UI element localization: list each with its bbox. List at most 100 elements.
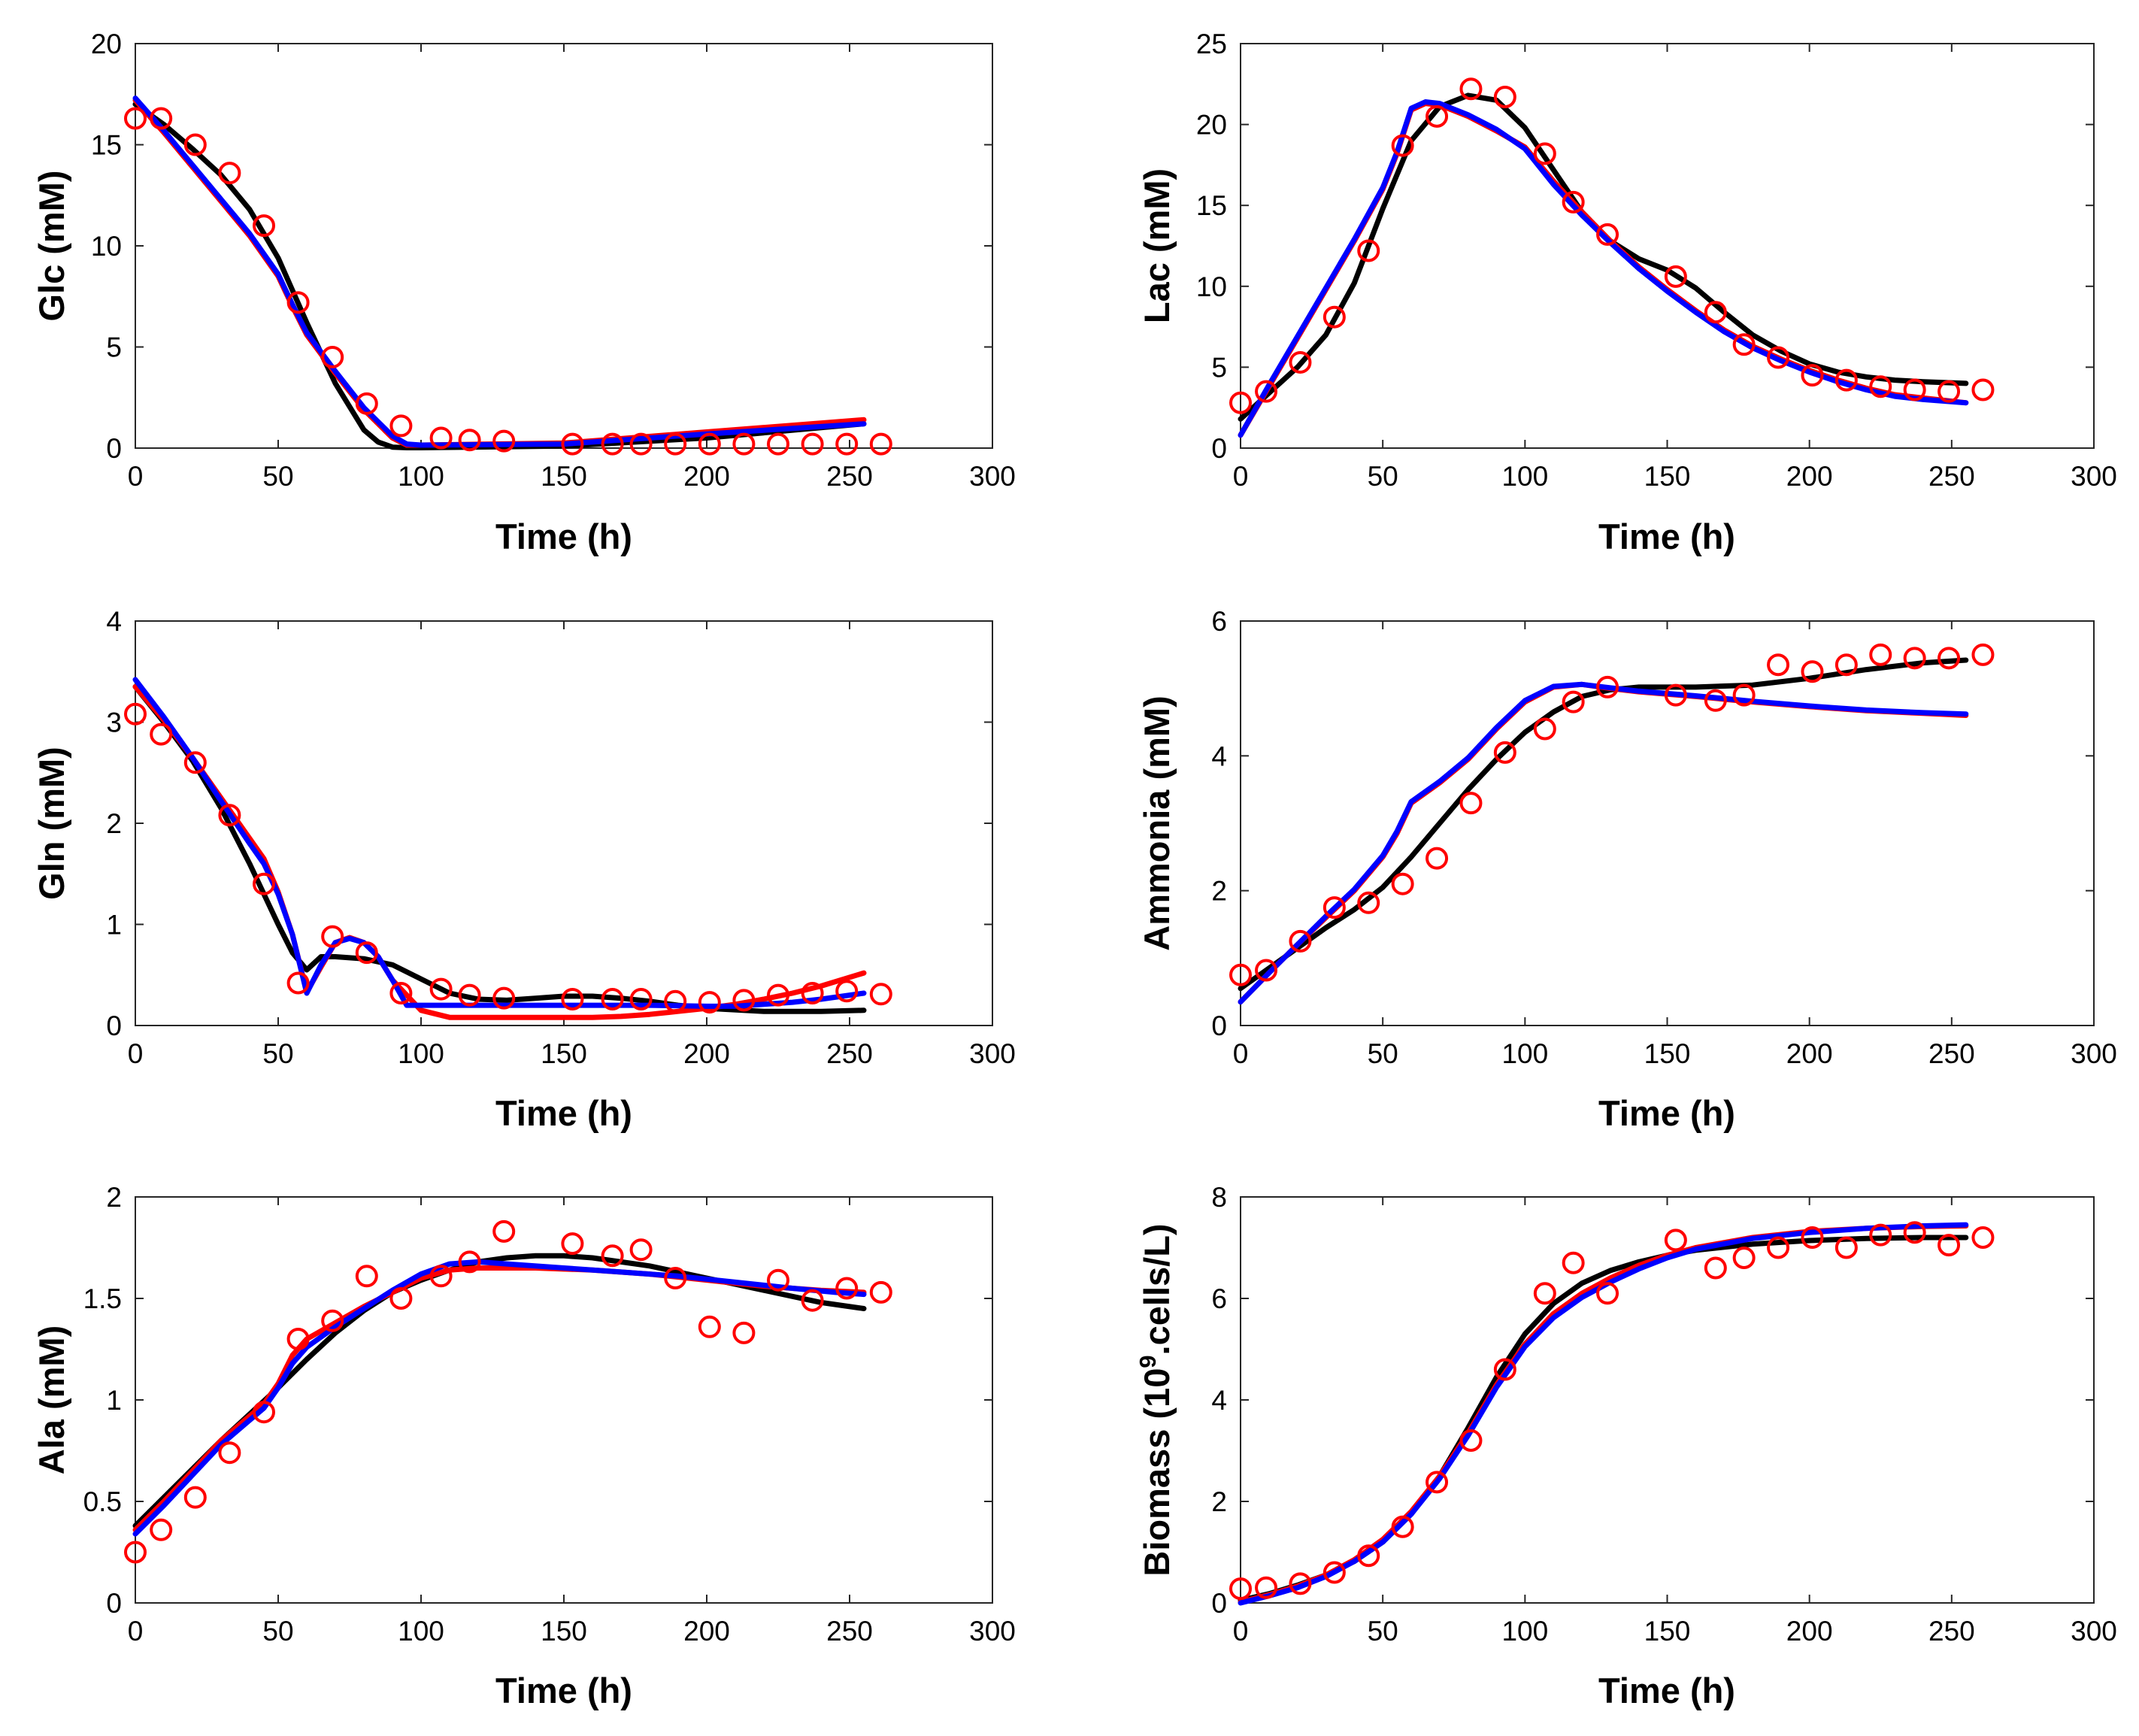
ammonia-data-marker [1596,675,1619,698]
glc-ytick-label: 5 [106,332,122,363]
ala-data-marker [253,1401,275,1424]
ylabel-biomass: Biomass (109.cells/L) [1135,1223,1177,1576]
biomass-data-marker [1533,1282,1556,1305]
lac-data-marker [1835,368,1858,392]
glc-xtick-label: 200 [683,461,730,492]
lac-data-marker [1425,105,1449,128]
biomass-xtick-label: 150 [1644,1616,1691,1647]
xlabel-gln: Time (h) [495,1093,632,1133]
lac-data-marker [1767,346,1790,369]
lac-data-marker [1255,380,1278,403]
glc-ytick-label: 0 [106,433,122,464]
ala-ytick-label: 1.5 [83,1283,122,1314]
ammonia-data-marker [1322,896,1346,920]
ala-data-marker [698,1315,721,1338]
ala-series-blue-line [132,1259,867,1537]
lac-data-marker [1391,134,1414,157]
biomass-xtick-label: 100 [1501,1616,1548,1647]
ammonia-data-marker [1767,653,1790,677]
ala-data-marker [869,1280,892,1304]
gln-ytick-label: 2 [106,808,122,839]
glc-data-marker [629,432,653,456]
ala-xtick-label: 150 [541,1616,587,1647]
biomass-data-marker [1229,1577,1252,1601]
ammonia-data-marker [1704,689,1727,712]
panel-glc: Glc (mM) Time (h) 0 50 100 150 200 250 300 0 5 10… [32,29,1016,556]
glc-data-marker [124,107,147,130]
panel-ala: Ala (mM) Time (h) 0 50 100 150 200 250 300 0 0.5… [32,1182,1016,1710]
glc-data-marker [389,414,413,438]
gln-ytick-label: 0 [106,1010,122,1041]
glc-ytick-label: 15 [91,130,122,161]
biomass-data-marker [1493,1358,1516,1381]
lac-data-marker [1596,223,1619,246]
lac-data-marker [1459,77,1483,101]
biomass-data-marker [1596,1282,1619,1305]
biomass-data-marker [1255,1576,1278,1599]
ala-data-marker [429,1265,453,1288]
biomass-ytick-label: 2 [1211,1486,1227,1517]
lac-data-marker [1289,350,1312,374]
biomass-xtick-label: 300 [2071,1616,2117,1647]
ala-data-marker [664,1267,687,1289]
ammonia-data-marker [1255,959,1278,982]
gln-xtick-label: 100 [398,1038,444,1069]
glc-data-marker [492,429,516,453]
panel-ammonia: Ammonia (mM) Time (h) 0 50 100 150 200 250 300… [1137,606,2117,1133]
biomass-data-marker [1938,1234,1961,1257]
ammonia-xtick-label: 100 [1501,1038,1548,1069]
gln-ytick-label: 3 [106,707,122,738]
ylabel-biomass-exponent: 9 [1135,1355,1161,1368]
gln-data-marker [801,981,824,1004]
ammonia-data-marker [1493,741,1516,764]
ammonia-data-marker [1425,847,1449,870]
biomass-data-marker [1835,1236,1858,1259]
gln-ytick-label: 4 [106,606,122,637]
glc-data-marker [183,133,207,156]
lac-xtick-label: 150 [1644,461,1691,492]
lac-ytick-label: 0 [1211,433,1227,464]
biomass-data-marker [1767,1236,1790,1259]
ala-ytick-label: 2 [106,1182,122,1213]
ammonia-xtick-label: 300 [2071,1038,2117,1069]
ala-data-marker [124,1541,147,1564]
glc-ytick-label: 20 [91,29,122,59]
ammonia-data-marker [1391,872,1414,895]
gln-data-marker [429,977,453,1001]
ala-xtick-label: 200 [683,1616,730,1647]
gln-data-marker [732,989,756,1012]
xlabel-lac: Time (h) [1598,517,1735,556]
ala-xtick-label: 50 [262,1616,293,1647]
ammonia-xtick-label: 200 [1786,1038,1833,1069]
ala-data-marker [601,1244,624,1268]
biomass-axes-box [1240,1196,2095,1604]
gln-data-marker [253,872,275,895]
lac-data-marker [1664,265,1687,288]
gln-data-marker [561,988,584,1011]
glc-data-marker [835,432,859,456]
ala-data-marker [835,1277,859,1300]
ala-data-marker [355,1265,378,1288]
gln-data-marker [286,971,310,995]
gln-data-marker [664,989,687,1013]
glc-data-marker [767,432,789,456]
ylabel-biomass-part1: Biomass (10 [1137,1368,1177,1577]
ylabel-gln: Gln (mM) [32,747,71,900]
lac-data-marker [1357,239,1380,262]
gln-xtick-label: 50 [262,1038,293,1069]
gln-data-marker [601,988,624,1011]
ylabel-glc: Glc (mM) [32,170,71,321]
ammonia-data-marker [1732,683,1756,707]
ammonia-xtick-label: 0 [1233,1038,1249,1069]
ammonia-data-marker [1357,891,1380,914]
ammonia-xtick-label: 250 [1928,1038,1975,1069]
ala-data-marker [150,1518,173,1541]
ala-data-marker [286,1328,310,1350]
biomass-data-marker [1562,1251,1585,1274]
glc-data-marker [321,345,344,368]
ala-data-marker [183,1486,207,1509]
lac-ytick-label: 25 [1196,29,1227,59]
panel-lac: Lac (mM) Time (h) 0 50 100 150 200 250 300 0 5 10… [1137,29,2117,556]
panel-gln: Gln (mM) Time (h) 0 50 100 150 200 250 300 0 1 2 3… [32,606,1016,1133]
